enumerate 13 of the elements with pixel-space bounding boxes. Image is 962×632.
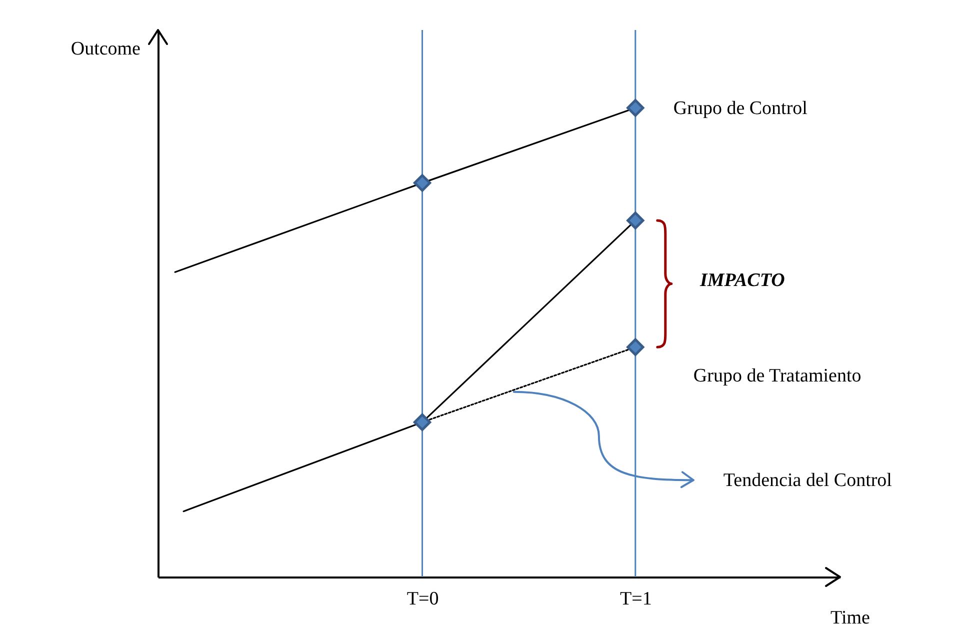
text: Grupo de Tratamiento [693, 365, 862, 386]
y-axis-title: Outcome [70, 38, 140, 60]
annotation: IMPACTO [699, 270, 786, 291]
point [626, 99, 644, 117]
point [413, 174, 432, 192]
x-tick-label: T=1 [620, 588, 652, 610]
point [626, 212, 644, 230]
text: Grupo de Control [673, 98, 808, 119]
point [626, 338, 644, 356]
x-tick-label: T=0 [406, 588, 439, 610]
x-axis-title: Time [830, 608, 870, 628]
point [413, 413, 432, 432]
text: Tendencia del Control [723, 470, 892, 492]
